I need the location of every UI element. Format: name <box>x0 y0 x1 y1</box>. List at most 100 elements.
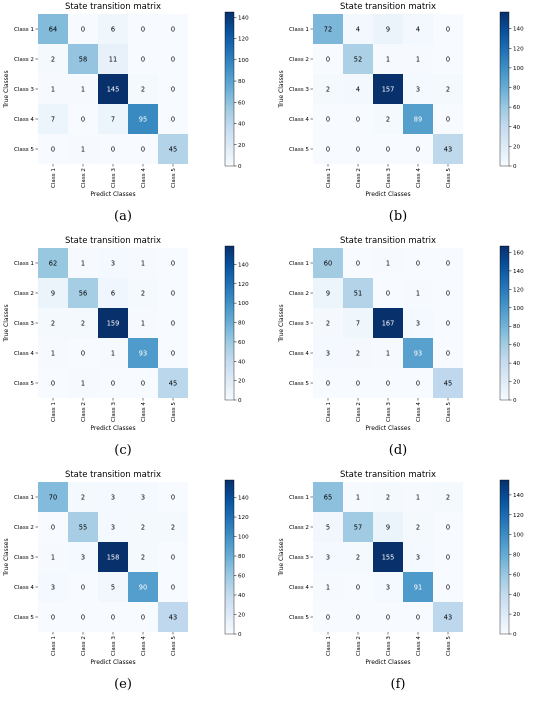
heatmap-cell <box>313 74 343 104</box>
heatmap-cell <box>403 482 433 512</box>
heatmap-cell <box>158 248 188 278</box>
x-axis-label: Predict Classes <box>90 425 135 432</box>
x-tick-label: Class 3 <box>386 402 392 422</box>
x-tick-label: Class 1 <box>326 168 332 188</box>
cell-value: 3 <box>141 493 145 501</box>
heatmap-cell <box>98 602 128 632</box>
heatmap-cell <box>313 338 343 368</box>
heatmap-cell <box>68 542 98 572</box>
colorbar-tick-label: 60 <box>238 100 246 106</box>
y-tick-label: Class 1 <box>289 495 309 501</box>
colorbar-tick-label: 80 <box>513 324 521 330</box>
cell-value: 2 <box>356 553 360 561</box>
caption-d: (d) <box>388 443 408 458</box>
cell-value: 0 <box>111 145 115 153</box>
x-tick-label: Class 5 <box>446 636 452 656</box>
colorbar-tick-label: 100 <box>238 535 249 541</box>
cell-value: 43 <box>444 613 452 621</box>
x-tick-label: Class 2 <box>356 636 362 656</box>
heatmap-cell <box>38 248 68 278</box>
cell-value: 1 <box>386 55 390 63</box>
cell-value: 3 <box>416 553 420 561</box>
cell-value: 0 <box>356 379 360 387</box>
cell-value: 0 <box>446 523 450 531</box>
colorbar-tick-label: 0 <box>238 632 242 638</box>
y-tick-label: Class 1 <box>14 261 34 267</box>
cell-value: 0 <box>171 493 175 501</box>
cell-value: 0 <box>171 85 175 93</box>
colorbar-tick-label: 60 <box>513 105 521 111</box>
cell-value: 0 <box>326 145 330 153</box>
heatmap-cell <box>128 74 158 104</box>
y-tick-label: Class 3 <box>14 87 34 93</box>
x-tick-label: Class 1 <box>51 168 57 188</box>
heatmap-cell <box>403 572 433 602</box>
heatmap-cell <box>313 482 343 512</box>
heatmap-cell <box>38 134 68 164</box>
y-axis-label: True Classes <box>278 70 285 108</box>
colorbar-tick-label: 140 <box>513 27 524 33</box>
cell-value: 0 <box>446 583 450 591</box>
cell-value: 1 <box>81 85 85 93</box>
heatmap-cell <box>98 338 128 368</box>
cell-value: 0 <box>81 25 85 33</box>
heatmap-cell <box>38 542 68 572</box>
cell-value: 93 <box>414 349 422 357</box>
cell-value: 2 <box>356 349 360 357</box>
x-tick-label: Class 5 <box>171 168 177 188</box>
cell-value: 0 <box>171 259 175 267</box>
colorbar-tick-label: 100 <box>238 58 249 64</box>
colorbar-tick-label: 80 <box>513 86 521 92</box>
y-tick-label: Class 2 <box>14 57 34 63</box>
colorbar-tick-label: 60 <box>238 574 246 580</box>
colorbar-tick-label: 0 <box>238 398 242 404</box>
heatmap-cell <box>313 104 343 134</box>
heatmap-cell <box>403 44 433 74</box>
y-axis-label: True Classes <box>3 304 10 342</box>
cell-value: 60 <box>324 259 332 267</box>
cell-value: 0 <box>171 25 175 33</box>
x-tick-label: Class 2 <box>81 636 87 656</box>
cell-value: 1 <box>386 259 390 267</box>
cell-value: 1 <box>416 55 420 63</box>
cell-value: 9 <box>51 289 55 297</box>
colorbar-tick-label: 20 <box>238 613 246 619</box>
cell-value: 2 <box>326 319 330 327</box>
y-axis-label: True Classes <box>278 304 285 342</box>
x-tick-label: Class 1 <box>326 402 332 422</box>
cell-value: 65 <box>324 493 332 501</box>
heatmap-cell <box>343 278 373 308</box>
cell-value: 93 <box>139 349 147 357</box>
cell-value: 72 <box>324 25 332 33</box>
colorbar-tick-label: 140 <box>238 15 249 21</box>
heatmap-cell <box>433 14 463 44</box>
heatmap-cell <box>38 308 68 338</box>
cell-value: 0 <box>171 55 175 63</box>
y-tick-label: Class 4 <box>289 351 309 357</box>
cell-value: 89 <box>414 115 422 123</box>
y-tick-label: Class 1 <box>14 27 34 33</box>
cell-value: 2 <box>386 493 390 501</box>
cell-value: 52 <box>354 55 362 63</box>
cell-value: 3 <box>386 583 390 591</box>
heatmap-cell <box>158 482 188 512</box>
x-tick-label: Class 4 <box>416 168 422 188</box>
cell-value: 3 <box>326 553 330 561</box>
y-axis-label: True Classes <box>278 538 285 576</box>
colorbar-tick-label: 0 <box>513 164 517 170</box>
heatmap-cell <box>68 14 98 44</box>
colorbar-tick-label: 120 <box>513 46 524 52</box>
cell-value: 2 <box>171 523 175 531</box>
caption-b: (b) <box>388 209 408 224</box>
cell-value: 0 <box>326 613 330 621</box>
cell-value: 2 <box>446 493 450 501</box>
cell-value: 1 <box>51 349 55 357</box>
cell-value: 1 <box>141 319 145 327</box>
cell-value: 0 <box>386 379 390 387</box>
cell-value: 155 <box>382 553 395 561</box>
heatmap-cell <box>433 44 463 74</box>
cell-value: 4 <box>356 25 360 33</box>
heatmap-cell <box>343 368 373 398</box>
